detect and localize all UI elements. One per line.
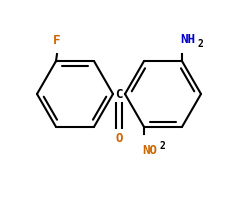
Text: 2: 2 xyxy=(198,39,204,49)
Text: F: F xyxy=(53,34,61,47)
Text: C: C xyxy=(115,88,123,101)
Text: NO: NO xyxy=(142,143,157,156)
Text: NH: NH xyxy=(180,33,195,46)
Text: 2: 2 xyxy=(160,140,166,150)
Text: O: O xyxy=(115,131,123,144)
